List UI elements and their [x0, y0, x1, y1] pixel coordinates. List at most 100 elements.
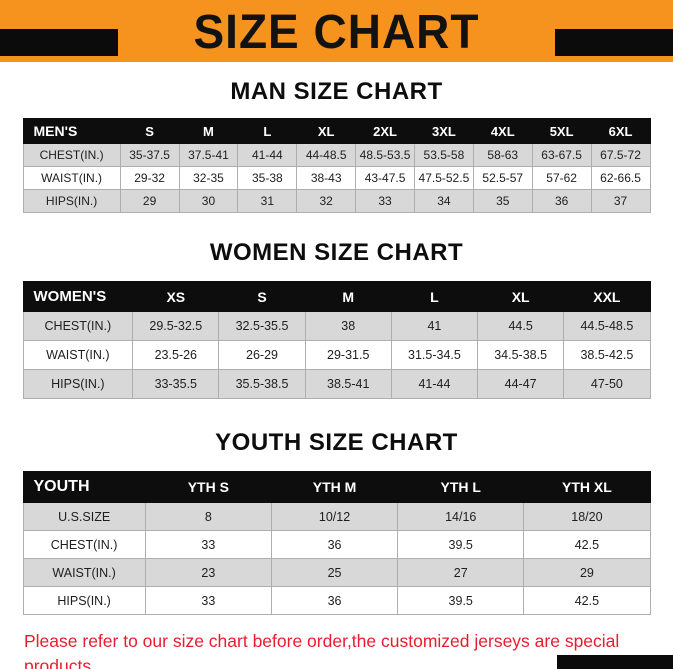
table-header-row: YOUTH YTH S YTH M YTH L YTH XL [22, 471, 651, 503]
value-cell: 52.5-57 [472, 166, 533, 190]
youth-section-heading: YOUTH SIZE CHART [215, 429, 458, 456]
table-corner-header: YOUTH [22, 471, 146, 503]
value-cell: 29-31.5 [304, 340, 392, 370]
value-cell: 26-29 [218, 340, 306, 370]
size-column-header: 6XL [590, 118, 651, 144]
value-cell: 29.5-32.5 [132, 311, 220, 341]
value-cell: 58-63 [472, 143, 533, 167]
value-cell: 53.5-58 [413, 143, 474, 167]
value-cell: 10/12 [270, 502, 399, 531]
value-cell: 41 [390, 311, 479, 341]
value-cell: 23 [144, 558, 272, 587]
value-cell: 47.5-52.5 [413, 166, 474, 190]
value-cell: 38.5-42.5 [563, 340, 651, 370]
value-cell: 33 [144, 586, 272, 615]
value-cell: 29 [523, 558, 651, 587]
women-size-table: WOMEN'S XS S M L XL XXL CHEST(IN.) 29.5-32.5 32.5… [22, 281, 651, 399]
table-row: WAIST(IN.) 23 25 27 29 [22, 558, 651, 587]
size-column-header: YTH L [397, 471, 525, 503]
value-cell: 32.5-35.5 [218, 311, 306, 341]
man-size-table: MEN'S S M L XL 2XL 3XL 4XL 5XL 6XL CHEST(IN.) 35-37… [22, 118, 651, 213]
value-cell: 39.5 [397, 530, 525, 559]
value-cell: 38-43 [296, 166, 357, 190]
size-column-header: XS [132, 281, 220, 312]
decor-bar-top-right [555, 29, 673, 56]
value-cell: 36 [270, 586, 399, 615]
row-label-cell: CHEST(IN.) [22, 311, 134, 341]
value-cell: 33-35.5 [132, 369, 220, 399]
size-column-header: M [178, 118, 239, 144]
value-cell: 37.5-41 [178, 143, 239, 167]
value-cell: 36 [270, 530, 399, 559]
value-cell: 35-37.5 [119, 143, 180, 167]
value-cell: 35-38 [237, 166, 298, 190]
row-label-cell: HIPS(IN.) [22, 189, 121, 213]
size-column-header: YTH M [270, 471, 399, 503]
value-cell: 41-44 [237, 143, 298, 167]
value-cell: 42.5 [523, 586, 651, 615]
footer-note: Please refer to our size chart before or… [24, 629, 673, 669]
value-cell: 33 [144, 530, 272, 559]
table-row: HIPS(IN.) 29 30 31 32 33 34 35 36 37 [22, 189, 651, 213]
row-label-cell: U.S.SIZE [22, 502, 146, 531]
value-cell: 62-66.5 [590, 166, 651, 190]
value-cell: 31 [237, 189, 298, 213]
size-column-header: M [304, 281, 392, 312]
value-cell: 42.5 [523, 530, 651, 559]
value-cell: 44-47 [477, 369, 565, 399]
footer-note-line-1: Please refer to our size chart before or… [24, 631, 620, 669]
size-column-header: 2XL [355, 118, 415, 144]
size-column-header: YTH S [144, 471, 272, 503]
value-cell: 33 [355, 189, 415, 213]
table-row: U.S.SIZE 8 10/12 14/16 18/20 [22, 502, 651, 531]
size-column-header: 3XL [413, 118, 474, 144]
row-label-cell: WAIST(IN.) [22, 340, 134, 370]
row-label-cell: HIPS(IN.) [22, 586, 146, 615]
value-cell: 23.5-26 [132, 340, 220, 370]
value-cell: 35 [472, 189, 533, 213]
value-cell: 8 [144, 502, 272, 531]
row-label-cell: HIPS(IN.) [22, 369, 134, 399]
value-cell: 34 [413, 189, 474, 213]
man-section-heading: MAN SIZE CHART [230, 78, 443, 105]
value-cell: 27 [397, 558, 525, 587]
row-label-cell: WAIST(IN.) [22, 166, 121, 190]
size-column-header: YTH XL [523, 471, 651, 503]
value-cell: 31.5-34.5 [390, 340, 479, 370]
row-label-cell: CHEST(IN.) [22, 143, 121, 167]
value-cell: 35.5-38.5 [218, 369, 306, 399]
table-corner-header: MEN'S [22, 118, 121, 144]
row-label-cell: CHEST(IN.) [22, 530, 146, 559]
value-cell: 41-44 [390, 369, 479, 399]
value-cell: 14/16 [397, 502, 525, 531]
page-title: SIZE CHART [193, 3, 480, 59]
size-column-header: S [119, 118, 180, 144]
value-cell: 57-62 [531, 166, 592, 190]
value-cell: 32 [296, 189, 357, 213]
value-cell: 44.5 [477, 311, 565, 341]
value-cell: 25 [270, 558, 399, 587]
size-column-header: L [237, 118, 298, 144]
value-cell: 18/20 [523, 502, 651, 531]
value-cell: 44.5-48.5 [563, 311, 651, 341]
value-cell: 29 [119, 189, 180, 213]
table-row: CHEST(IN.) 35-37.5 37.5-41 41-44 44-48.5 48.5… [22, 143, 651, 167]
value-cell: 47-50 [563, 369, 651, 399]
table-row: CHEST(IN.) 33 36 39.5 42.5 [22, 530, 651, 559]
table-row: HIPS(IN.) 33-35.5 35.5-38.5 38.5-41 41-44 44-… [22, 369, 651, 399]
youth-size-table: YOUTH YTH S YTH M YTH L YTH XL U.S.SIZE 8 10/12… [22, 471, 651, 615]
table-header-row: MEN'S S M L XL 2XL 3XL 4XL 5XL 6XL [22, 118, 651, 144]
value-cell: 29-32 [119, 166, 180, 190]
table-corner-header: WOMEN'S [22, 281, 134, 312]
value-cell: 30 [178, 189, 239, 213]
value-cell: 32-35 [178, 166, 239, 190]
size-column-header: L [390, 281, 479, 312]
value-cell: 38.5-41 [304, 369, 392, 399]
size-column-header: XXL [563, 281, 651, 312]
value-cell: 34.5-38.5 [477, 340, 565, 370]
value-cell: 63-67.5 [531, 143, 592, 167]
value-cell: 67.5-72 [590, 143, 651, 167]
value-cell: 37 [590, 189, 651, 213]
size-column-header: XL [477, 281, 565, 312]
